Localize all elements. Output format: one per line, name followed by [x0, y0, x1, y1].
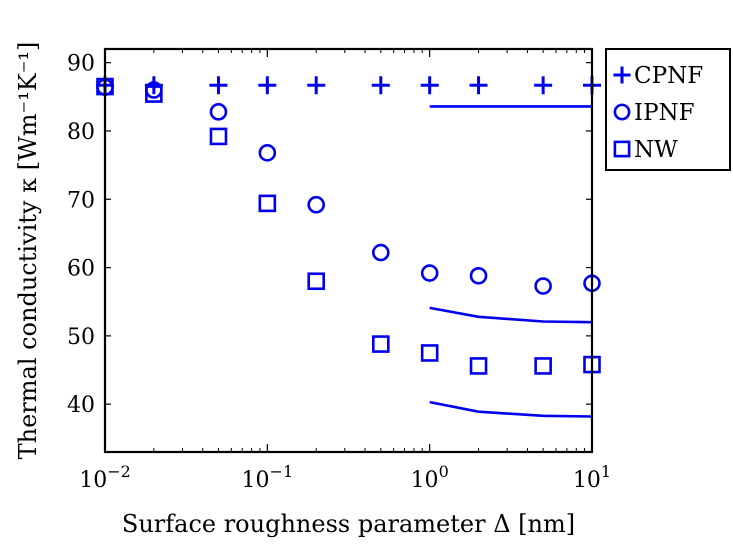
- x-tick-label: 10−2: [79, 462, 131, 493]
- nw-point: [258, 194, 277, 213]
- plot-frame: [103, 47, 594, 454]
- x-tick-label: 101: [573, 462, 611, 493]
- cpnf-point: [307, 76, 326, 95]
- cpnf-point: [534, 76, 553, 95]
- legend-nw-marker: [613, 140, 631, 158]
- y-tick-label: 60: [67, 257, 95, 282]
- nw-point: [371, 335, 390, 353]
- x-axis-label: Surface roughness parameter Δ [nm]: [122, 510, 575, 538]
- ipnf-point: [420, 264, 439, 282]
- ipnf-point: [469, 266, 488, 285]
- reference-line: [429, 306, 593, 324]
- plot-content: [96, 76, 601, 418]
- cpnf-point: [469, 76, 488, 95]
- nw-point: [209, 127, 228, 146]
- ipnf-point: [534, 277, 552, 295]
- cpnf-point: [144, 76, 163, 95]
- legend-ipnf-marker: [613, 103, 631, 121]
- ipnf-point: [307, 195, 326, 214]
- legend-nw-label: NW: [634, 137, 678, 163]
- cpnf-point: [258, 76, 277, 95]
- legend-ipnf-label: IPNF: [634, 100, 695, 126]
- y-tick-label: 90: [67, 52, 95, 77]
- y-tick-label: 50: [67, 325, 95, 350]
- reference-line: [429, 400, 593, 418]
- ipnf-point: [209, 103, 228, 121]
- cpnf-point: [209, 76, 228, 95]
- y-tick-label: 40: [67, 393, 95, 418]
- nw-point: [469, 357, 488, 375]
- legend-frame: [605, 48, 731, 171]
- nw-point: [307, 272, 326, 291]
- legend-cpnf-label: CPNF: [634, 63, 703, 89]
- cpnf-point: [420, 76, 439, 95]
- cpnf-point: [371, 76, 390, 95]
- ipnf-point: [258, 144, 277, 162]
- legend: CPNF IPNF NW: [605, 48, 731, 171]
- x-tick-label: 10−1: [242, 462, 294, 493]
- axis-ticks: 40 50 60 70 80 90 10−2 10−1 100 101: [67, 49, 611, 493]
- y-tick-label: 70: [67, 188, 95, 213]
- x-tick-label: 100: [411, 462, 449, 493]
- nw-point: [420, 344, 439, 362]
- nw-point: [534, 357, 552, 375]
- ipnf-point: [371, 243, 390, 262]
- y-axis-label-group: Thermal conductivity κ [Wm⁻¹K⁻¹]: [14, 42, 42, 460]
- y-axis-label: Thermal conductivity κ [Wm⁻¹K⁻¹]: [14, 42, 42, 460]
- legend-cpnf-marker: [613, 66, 631, 84]
- y-tick-label: 80: [67, 120, 95, 145]
